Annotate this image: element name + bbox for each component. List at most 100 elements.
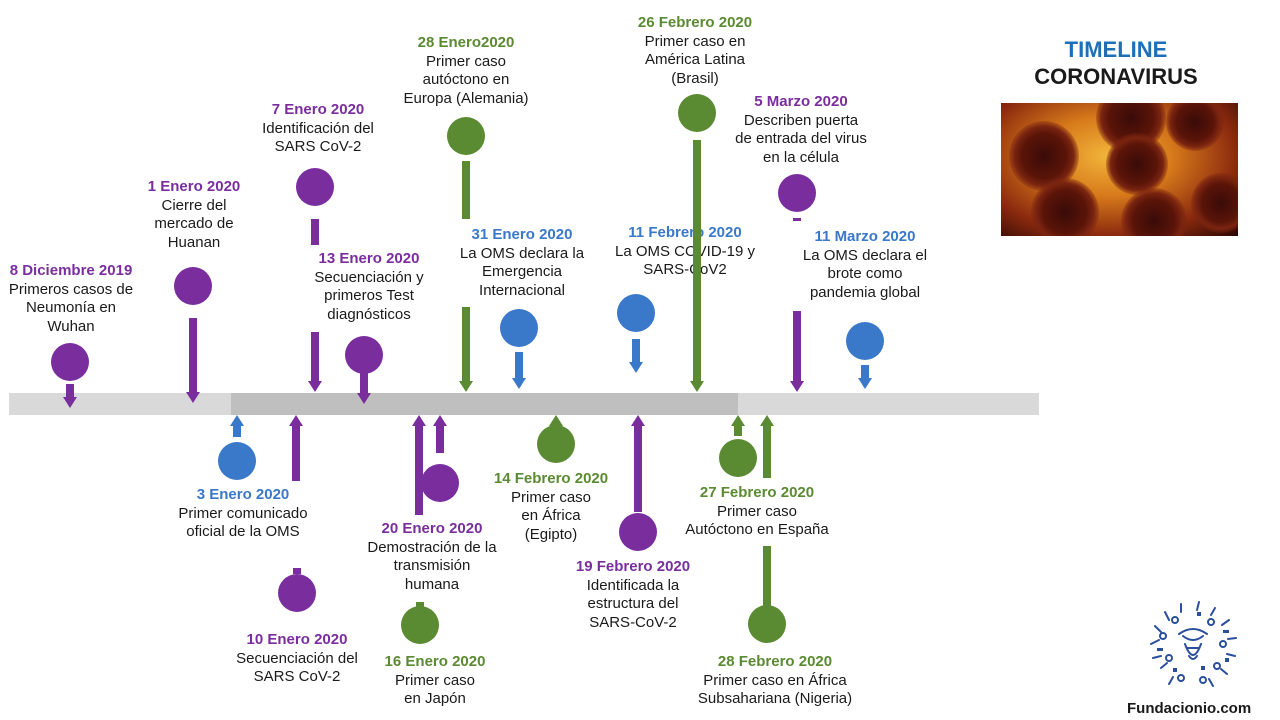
timeline-stem: [360, 372, 368, 393]
event-date: 16 Enero 2020: [384, 653, 486, 670]
event-date: 10 Enero 2020: [246, 631, 348, 648]
timeline-dot: [345, 336, 383, 374]
timeline-stem: [763, 546, 771, 606]
event-label-27-feb: 27 Febrero 2020 Primer caso Autóctono en…: [685, 484, 828, 540]
event-text: Primer comunicado oficial de la OMS: [178, 504, 308, 541]
event-text: Primeros casos de Neumonía en Wuhan: [8, 280, 134, 335]
timeline-dot: [421, 464, 459, 502]
timeline-stem: [515, 352, 523, 378]
event-date: 5 Marzo 2020: [754, 93, 848, 110]
timeline-dot: [778, 174, 816, 212]
timeline-stem: [189, 318, 197, 392]
timeline-stem: [793, 218, 801, 221]
event-text: Primer caso en África Subsahariana (Nige…: [697, 671, 853, 708]
event-text: Describen puerta de entrada del virus en…: [735, 111, 867, 166]
event-label-14-feb: 14 Febrero 2020 Primer caso en África (E…: [494, 470, 608, 544]
event-label-3-ene: 3 Enero 2020 Primer comunicado oficial d…: [178, 486, 307, 542]
event-date: 20 Enero 2020: [381, 520, 483, 537]
arrow-up-icon: [412, 415, 426, 426]
event-label-1-ene: 1 Enero 2020 Cierre del mercado de Huana…: [148, 178, 241, 252]
title-line-2: CORONAVIRUS: [1034, 64, 1198, 89]
timeline-dot: [174, 267, 212, 305]
timeline-dot: [296, 168, 334, 206]
timeline-dot: [447, 117, 485, 155]
timeline-stem: [734, 426, 742, 436]
timeline-dot: [846, 322, 884, 360]
timeline-track-middle: [231, 393, 738, 415]
event-date: 11 Marzo 2020: [814, 228, 916, 245]
event-label-26-feb: 26 Febrero 2020 Primer caso en América L…: [638, 14, 752, 88]
event-text: La OMS COVID-19 y SARS-CoV2: [614, 242, 756, 279]
timeline-stem: [292, 426, 300, 481]
event-text: Primer caso en África (Egipto): [510, 488, 592, 543]
arrow-down-icon: [790, 381, 804, 392]
event-text: Secuenciación y primeros Test diagnóstic…: [314, 268, 424, 323]
arrow-up-icon: [631, 415, 645, 426]
coronavirus-microscope-image: [1001, 103, 1238, 236]
timeline-dot: [678, 94, 716, 132]
timeline-stem: [634, 426, 642, 512]
event-date: 7 Enero 2020: [271, 101, 365, 118]
timeline-dot: [617, 294, 655, 332]
arrow-up-icon: [289, 415, 303, 426]
arrow-down-icon: [858, 378, 872, 389]
timeline-stem: [693, 140, 701, 381]
event-label-31-ene: 31 Enero 2020 La OMS declara la Emergenc…: [460, 226, 584, 300]
event-label-28-ene: 28 Enero2020 Primer caso autóctono en Eu…: [403, 34, 528, 108]
timeline-dot: [218, 442, 256, 480]
timeline-stem: [632, 339, 640, 362]
timeline-stem: [293, 568, 301, 574]
event-label-11-feb: 11 Febrero 2020 La OMS COVID-19 y SARS-C…: [615, 224, 755, 280]
event-text: Primer caso autóctono en Europa (Alemani…: [403, 52, 529, 107]
arrow-down-icon: [186, 392, 200, 403]
timeline-dot: [619, 513, 657, 551]
event-date: 28 Enero2020: [417, 34, 515, 51]
timeline-stem: [462, 161, 470, 219]
event-label-8-dic: 8 Diciembre 2019 Primeros casos de Neumo…: [9, 262, 133, 336]
event-date: 27 Febrero 2020: [699, 484, 815, 501]
arrow-up-icon: [760, 415, 774, 426]
timeline-dot: [51, 343, 89, 381]
event-label-10-ene: 10 Enero 2020 Secuenciación del SARS CoV…: [236, 631, 358, 687]
event-date: 1 Enero 2020: [147, 178, 241, 195]
timeline-stem: [415, 426, 423, 515]
arrow-down-icon: [690, 381, 704, 392]
timeline-stem: [416, 602, 424, 608]
arrow-down-icon: [357, 393, 371, 404]
event-date: 11 Febrero 2020: [628, 224, 742, 241]
timeline-dot: [537, 425, 575, 463]
event-text: Primer caso en América Latina (Brasil): [644, 32, 746, 87]
event-date: 3 Enero 2020: [196, 486, 290, 503]
event-date: 13 Enero 2020: [318, 250, 420, 267]
event-label-7-ene: 7 Enero 2020 Identificación del SARS CoV…: [262, 101, 374, 157]
timeline-stem: [793, 311, 801, 381]
arrow-down-icon: [512, 378, 526, 389]
event-text: Demostración de la transmisión humana: [367, 538, 497, 593]
arrow-up-icon: [230, 415, 244, 426]
fundacion-logo-icon: [1145, 598, 1241, 694]
footer-site: Fundacionio.com: [1127, 700, 1252, 717]
arrow-down-icon: [629, 362, 643, 373]
event-text: Identificación del SARS CoV-2: [262, 119, 374, 156]
event-text: Primer caso en Japón: [394, 671, 476, 708]
timeline-stem: [233, 426, 241, 437]
timeline-dot: [748, 605, 786, 643]
arrow-down-icon: [308, 381, 322, 392]
timeline-dot: [401, 606, 439, 644]
event-label-13-ene: 13 Enero 2020 Secuenciación y primeros T…: [314, 250, 423, 324]
event-label-5-mar: 5 Marzo 2020 Describen puerta de entrada…: [735, 93, 867, 167]
event-text: Secuenciación del SARS CoV-2: [236, 649, 358, 686]
event-label-16-ene: 16 Enero 2020 Primer caso en Japón: [385, 653, 486, 709]
event-text: La OMS declara la Emergencia Internacion…: [459, 244, 585, 299]
event-date: 19 Febrero 2020: [575, 558, 691, 575]
event-date: 14 Febrero 2020: [493, 470, 609, 487]
event-label-11-mar: 11 Marzo 2020 La OMS declara el brote co…: [803, 228, 927, 302]
arrow-down-icon: [63, 397, 77, 408]
timeline-stem: [311, 332, 319, 381]
timeline-track-right: [738, 393, 1039, 415]
event-text: Cierre del mercado de Huanan: [154, 196, 234, 251]
arrow-up-icon: [731, 415, 745, 426]
event-label-20-ene: 20 Enero 2020 Demostración de la transmi…: [367, 520, 496, 594]
timeline-stem: [861, 365, 869, 378]
event-date: 28 Febrero 2020: [717, 653, 833, 670]
